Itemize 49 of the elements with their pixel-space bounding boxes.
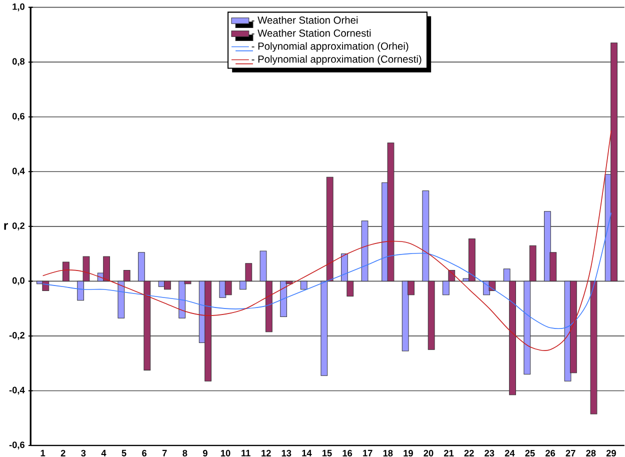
x-tick-label: 3: [81, 450, 86, 456]
y-tick-label: 0,2: [12, 222, 24, 230]
x-tick-label: 12: [262, 450, 271, 456]
x-tick-label: 7: [162, 450, 167, 456]
x-tick-label: 8: [182, 450, 188, 456]
y-tick-label: -0,6: [9, 441, 25, 450]
x-tick-label: 5: [122, 450, 126, 456]
legend-label: - Polynomial approximation (Cornesti): [252, 55, 422, 65]
x-tick-label: 27: [566, 450, 576, 456]
x-tick-label: 25: [525, 450, 535, 456]
x-tick-label: 22: [464, 450, 474, 456]
x-tick-label: 15: [322, 450, 332, 456]
bar: [361, 220, 368, 282]
x-tick-label: 4: [101, 450, 106, 456]
x-tick-label: 21: [444, 450, 454, 456]
x-tick-label: 6: [142, 450, 147, 456]
x-tick-label: 19: [404, 450, 413, 456]
x-tick-label: 2: [60, 450, 66, 456]
x-tick-label: 18: [383, 450, 393, 456]
y-tick-label: -0,4: [9, 386, 25, 394]
y-tick-label: -0,2: [9, 332, 24, 340]
x-tick-label: 24: [504, 450, 515, 456]
y-axis-title: r: [4, 222, 8, 230]
y-tick-label: 0,8: [12, 58, 25, 66]
x-tick-label: 11: [242, 450, 250, 456]
x-tick-label: 1: [40, 450, 46, 456]
x-tick-label: 13: [282, 450, 292, 456]
line-series: [42, 130, 612, 351]
x-tick-label: 16: [342, 450, 352, 456]
x-tick-label: 17: [363, 450, 372, 456]
bar: [590, 280, 598, 414]
line-series: [42, 212, 612, 329]
y-tick-label: 0,4: [12, 167, 25, 176]
y-tick-label: 0,0: [12, 277, 24, 285]
legend-label: - Weather Station Cornesti: [252, 29, 371, 37]
bar: [300, 280, 308, 290]
x-tick-label: 9: [202, 450, 208, 456]
x-tick-label: 10: [220, 450, 230, 456]
legend-label: - Weather Station Orhei: [252, 16, 358, 24]
x-tick-label: 23: [484, 450, 494, 456]
x-tick-label: 28: [586, 450, 596, 456]
x-tick-label: 29: [606, 450, 616, 456]
legend-label: - Polynomial approximation (Orhei): [252, 42, 408, 52]
bar: [62, 262, 70, 282]
x-tick-label: 26: [546, 450, 556, 456]
x-tick-label: 14: [302, 450, 312, 456]
x-tick-label: 20: [424, 450, 434, 456]
y-tick-label: 0,6: [12, 112, 25, 121]
y-tick-label: 1,0: [12, 3, 24, 12]
